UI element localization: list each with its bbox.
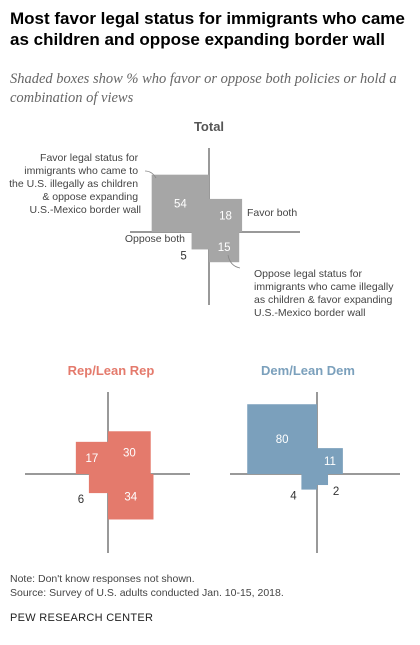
footer-source: Source: Survey of U.S. adults conducted …	[10, 587, 284, 599]
dem-title: Dem/Lean Dem	[261, 363, 355, 378]
chart-title: Most favor legal status for immigrants w…	[10, 9, 405, 49]
brand-logo-text: PEW RESEARCH CENTER	[10, 612, 154, 624]
dem-box-oppose-both	[301, 474, 317, 490]
total-annotation-oppose-both: Oppose both	[125, 233, 185, 245]
total-ann-br-line: as children & favor expanding	[254, 294, 392, 306]
footer-note: Note: Don't know responses not shown.	[10, 573, 195, 585]
total-ann-tl-line: immigrants who came to	[24, 165, 138, 177]
total-label-oppose-both: 5	[180, 250, 186, 262]
rep-chart: Rep/Lean Rep 17 30 6 34	[25, 363, 190, 553]
total-ann-tl-line: Favor legal status for	[40, 152, 139, 164]
dem-label-oppose-legal-favor-wall: 2	[333, 486, 339, 498]
total-annotation-favor-both: Favor both	[247, 207, 297, 219]
total-ann-tl-line: U.S.-Mexico border wall	[30, 204, 141, 216]
dem-label-oppose-both: 4	[290, 491, 297, 503]
total-chart: Total 54 18 5 15 Favor legal status for imm…	[9, 119, 396, 319]
total-title: Total	[194, 119, 224, 134]
total-annotation-leader-br	[227, 254, 241, 269]
rep-label-oppose-legal-favor-wall: 34	[124, 492, 137, 504]
total-ann-tl-line: & oppose expanding	[42, 191, 138, 203]
rep-box-favor-legal-oppose-wall	[75, 441, 108, 474]
total-box-favor-both	[209, 198, 243, 232]
rep-box-favor-both	[108, 431, 151, 474]
total-marks: 54 18 5 15	[151, 174, 243, 263]
total-annotation-oppose-legal-favor-wall: Oppose legal status for immigrants who c…	[254, 268, 396, 319]
dem-box-favor-legal-oppose-wall	[247, 404, 317, 474]
dem-chart: Dem/Lean Dem 80 11 4 2	[230, 363, 400, 553]
rep-box-oppose-both	[88, 474, 108, 494]
total-annotation-favor-legal-oppose-wall: Favor legal status for immigrants who ca…	[9, 152, 141, 216]
dem-label-favor-legal-oppose-wall: 80	[276, 434, 289, 446]
total-label-favor-legal-oppose-wall: 54	[174, 198, 187, 210]
dem-box-favor-both	[317, 448, 343, 474]
total-annotation-leader-tl	[144, 170, 157, 179]
total-box-oppose-legal-favor-wall	[209, 232, 240, 263]
total-ann-br-line: immigrants who came illegally	[254, 281, 394, 293]
rep-label-oppose-both: 6	[78, 494, 84, 506]
rep-label-favor-both: 30	[123, 448, 136, 460]
total-box-oppose-both	[191, 232, 209, 250]
rep-title: Rep/Lean Rep	[68, 363, 155, 378]
total-box-favor-legal-oppose-wall	[151, 174, 209, 232]
total-ann-br-line: Oppose legal status for	[254, 268, 362, 280]
dem-marks: 80 11 4 2	[247, 404, 343, 503]
chart-subtitle: Shaded boxes show % who favor or oppose …	[10, 71, 397, 106]
dem-box-oppose-legal-favor-wall	[317, 474, 329, 486]
total-ann-tl-line: the U.S. illegally as children	[9, 178, 138, 190]
rep-box-oppose-legal-favor-wall	[108, 474, 154, 520]
rep-label-favor-legal-oppose-wall: 17	[86, 453, 99, 465]
rep-marks: 17 30 6 34	[75, 431, 154, 520]
total-label-favor-both: 18	[219, 210, 232, 222]
total-label-oppose-legal-favor-wall: 15	[218, 242, 231, 254]
total-ann-br-line: U.S.-Mexico border wall	[254, 307, 365, 319]
dem-label-favor-both: 11	[324, 456, 336, 468]
